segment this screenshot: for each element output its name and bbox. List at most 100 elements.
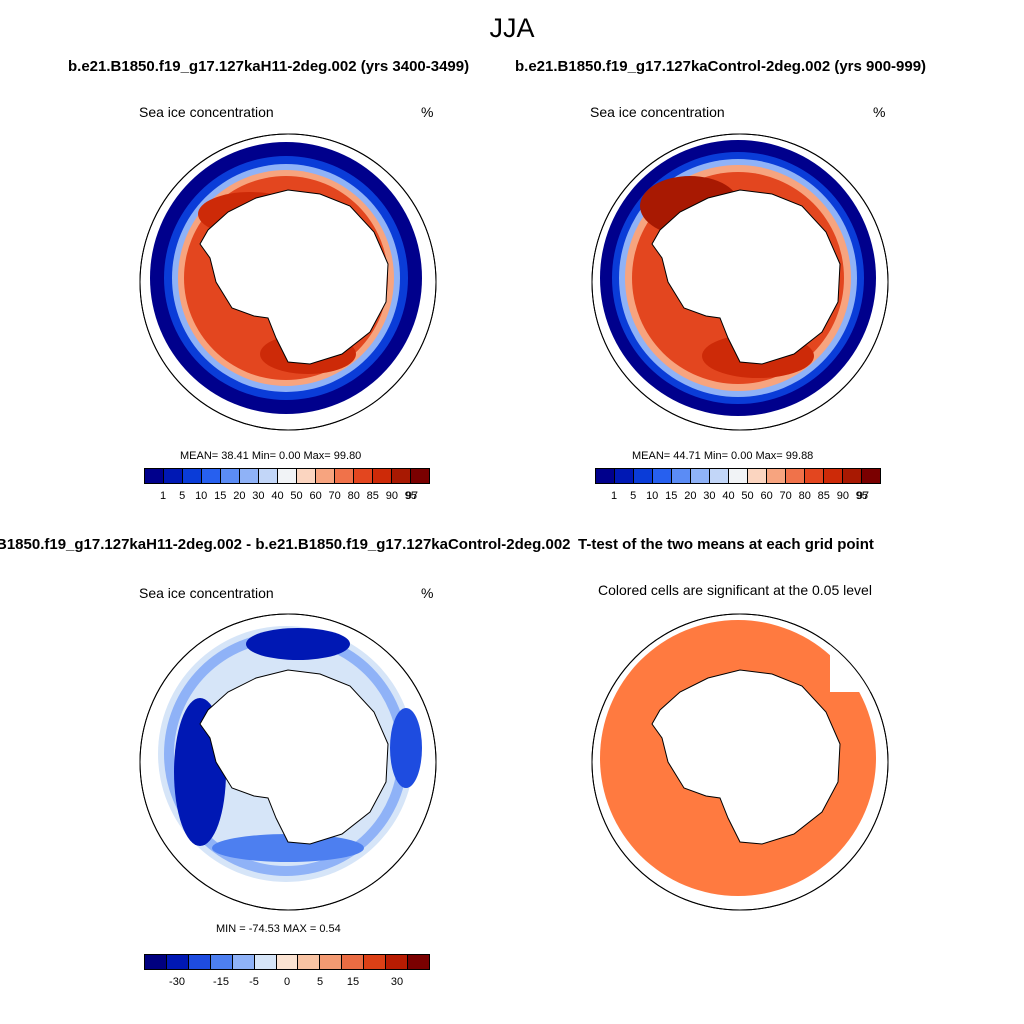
panel2-polar-map: [591, 133, 889, 431]
colorbar-swatch: [862, 469, 880, 483]
colorbar-tick-label: 5: [630, 490, 637, 502]
colorbar-tick-label: -15: [213, 976, 229, 988]
colorbar-swatch: [221, 469, 240, 483]
colorbar-swatch: [843, 469, 862, 483]
colorbar-swatch: [335, 469, 354, 483]
panel2-stats: MEAN= 44.71 Min= 0.00 Max= 99.88: [632, 450, 814, 462]
panel3-colorbar: [144, 954, 430, 970]
colorbar-swatch: [373, 469, 392, 483]
colorbar-swatch: [408, 955, 429, 969]
colorbar-swatch: [691, 469, 710, 483]
panel1-antarctica-outline: [199, 189, 389, 365]
panel3-variable-label: Sea ice concentration: [139, 585, 274, 601]
run1-title: b.e21.B1850.f19_g17.127kaH11-2deg.002 (y…: [68, 58, 470, 75]
colorbar-tick-label: -30: [169, 976, 185, 988]
colorbar-tick-label: 85: [366, 490, 379, 502]
colorbar-tick-label: 30: [703, 490, 716, 502]
panel3-unit-label: %: [421, 585, 434, 601]
colorbar-swatch: [786, 469, 805, 483]
colorbar-swatch: [615, 469, 634, 483]
colorbar-swatch: [596, 469, 615, 483]
colorbar-swatch: [297, 469, 316, 483]
colorbar-tick-label: 60: [309, 490, 322, 502]
colorbar-swatch: [210, 955, 233, 969]
colorbar-tick-label: 70: [779, 490, 792, 502]
colorbar-swatch: [183, 469, 202, 483]
colorbar-tick-label: 90: [836, 490, 849, 502]
colorbar-swatch: [364, 955, 387, 969]
colorbar-tick-label: 50: [290, 490, 303, 502]
colorbar-swatch: [232, 955, 255, 969]
run2-title: b.e21.B1850.f19_g17.127kaControl-2deg.00…: [515, 58, 927, 75]
colorbar-swatch: [824, 469, 843, 483]
colorbar-swatch: [411, 469, 429, 483]
colorbar-swatch: [767, 469, 786, 483]
colorbar-tick-label: 60: [760, 490, 773, 502]
colorbar-tick-label: 0: [283, 976, 291, 988]
panel4-polar-map: [591, 613, 890, 911]
panel3-antarctica-outline: [199, 669, 389, 845]
panel1-polar-map: [139, 133, 437, 431]
colorbar-tick-label: 95: [855, 490, 869, 502]
colorbar-swatch: [298, 955, 321, 969]
colorbar-swatch: [240, 469, 259, 483]
colorbar-tick-label: 30: [252, 490, 265, 502]
panel2-colorbar: [595, 468, 881, 484]
panel2-antarctica-outline: [651, 189, 841, 365]
panel2-unit-label: %: [873, 104, 886, 120]
colorbar-swatch: [805, 469, 824, 483]
colorbar-tick-label: 1: [611, 490, 618, 502]
colorbar-swatch: [342, 955, 365, 969]
colorbar-swatch: [259, 469, 278, 483]
panel4-antarctica-outline: [651, 669, 841, 845]
panel1-stats: MEAN= 38.41 Min= 0.00 Max= 99.80: [180, 450, 362, 462]
colorbar-tick-label: 15: [346, 976, 360, 988]
colorbar-swatch: [276, 955, 299, 969]
colorbar-tick-label: 40: [271, 490, 284, 502]
colorbar-tick-label: 15: [214, 490, 227, 502]
colorbar-tick-label: 95: [404, 490, 418, 502]
figure-title: JJA: [489, 13, 535, 43]
panel1-colorbar: [144, 468, 430, 484]
colorbar-tick-label: 97: [405, 490, 418, 502]
panel1-colorbar-labels: 1 5 10 15 20 30 40 50 60 70 80 85 90 95 97: [144, 490, 430, 504]
colorbar-swatch: [320, 955, 343, 969]
colorbar-swatch: [145, 469, 164, 483]
panel2-variable-label: Sea ice concentration: [590, 104, 725, 120]
colorbar-swatch: [386, 955, 409, 969]
colorbar-tick-label: 10: [646, 490, 659, 502]
colorbar-swatch: [145, 955, 167, 969]
colorbar-tick-label: 15: [665, 490, 678, 502]
colorbar-tick-label: 85: [817, 490, 830, 502]
ttest-subtitle: Colored cells are significant at the 0.0…: [598, 582, 872, 598]
colorbar-swatch: [202, 469, 221, 483]
panel2-colorbar-labels: 1 5 10 15 20 30 40 50 60 70 80 85 90 95 97: [595, 490, 881, 504]
colorbar-swatch: [354, 469, 373, 483]
colorbar-tick-label: 5: [316, 976, 324, 988]
colorbar-tick-label: -5: [249, 976, 259, 988]
colorbar-swatch: [748, 469, 767, 483]
colorbar-tick-label: 80: [798, 490, 811, 502]
colorbar-tick-label: 10: [195, 490, 208, 502]
colorbar-swatch: [392, 469, 411, 483]
colorbar-tick-label: 40: [722, 490, 735, 502]
colorbar-tick-label: 97: [856, 490, 869, 502]
colorbar-swatch: [710, 469, 729, 483]
colorbar-tick-label: 80: [347, 490, 360, 502]
colorbar-tick-label: 90: [385, 490, 398, 502]
colorbar-swatch: [316, 469, 335, 483]
panel1-variable-label: Sea ice concentration: [139, 104, 274, 120]
ttest-title: T-test of the two means at each grid poi…: [578, 536, 874, 553]
colorbar-swatch: [164, 469, 183, 483]
colorbar-tick-label: 50: [741, 490, 754, 502]
panel3-colorbar-labels: -30 -15 -5 0 5 15 30: [144, 976, 430, 990]
panel1-unit-label: %: [421, 104, 434, 120]
colorbar-tick-label: 20: [233, 490, 246, 502]
colorbar-tick-label: 70: [328, 490, 341, 502]
colorbar-swatch: [634, 469, 653, 483]
colorbar-tick-label: 30: [390, 976, 404, 988]
difference-title: B1850.f19_g17.127kaH11-2deg.002 - b.e21.…: [0, 536, 571, 553]
panel3-polar-map: [139, 613, 437, 911]
colorbar-swatch: [166, 955, 189, 969]
colorbar-swatch: [254, 955, 277, 969]
